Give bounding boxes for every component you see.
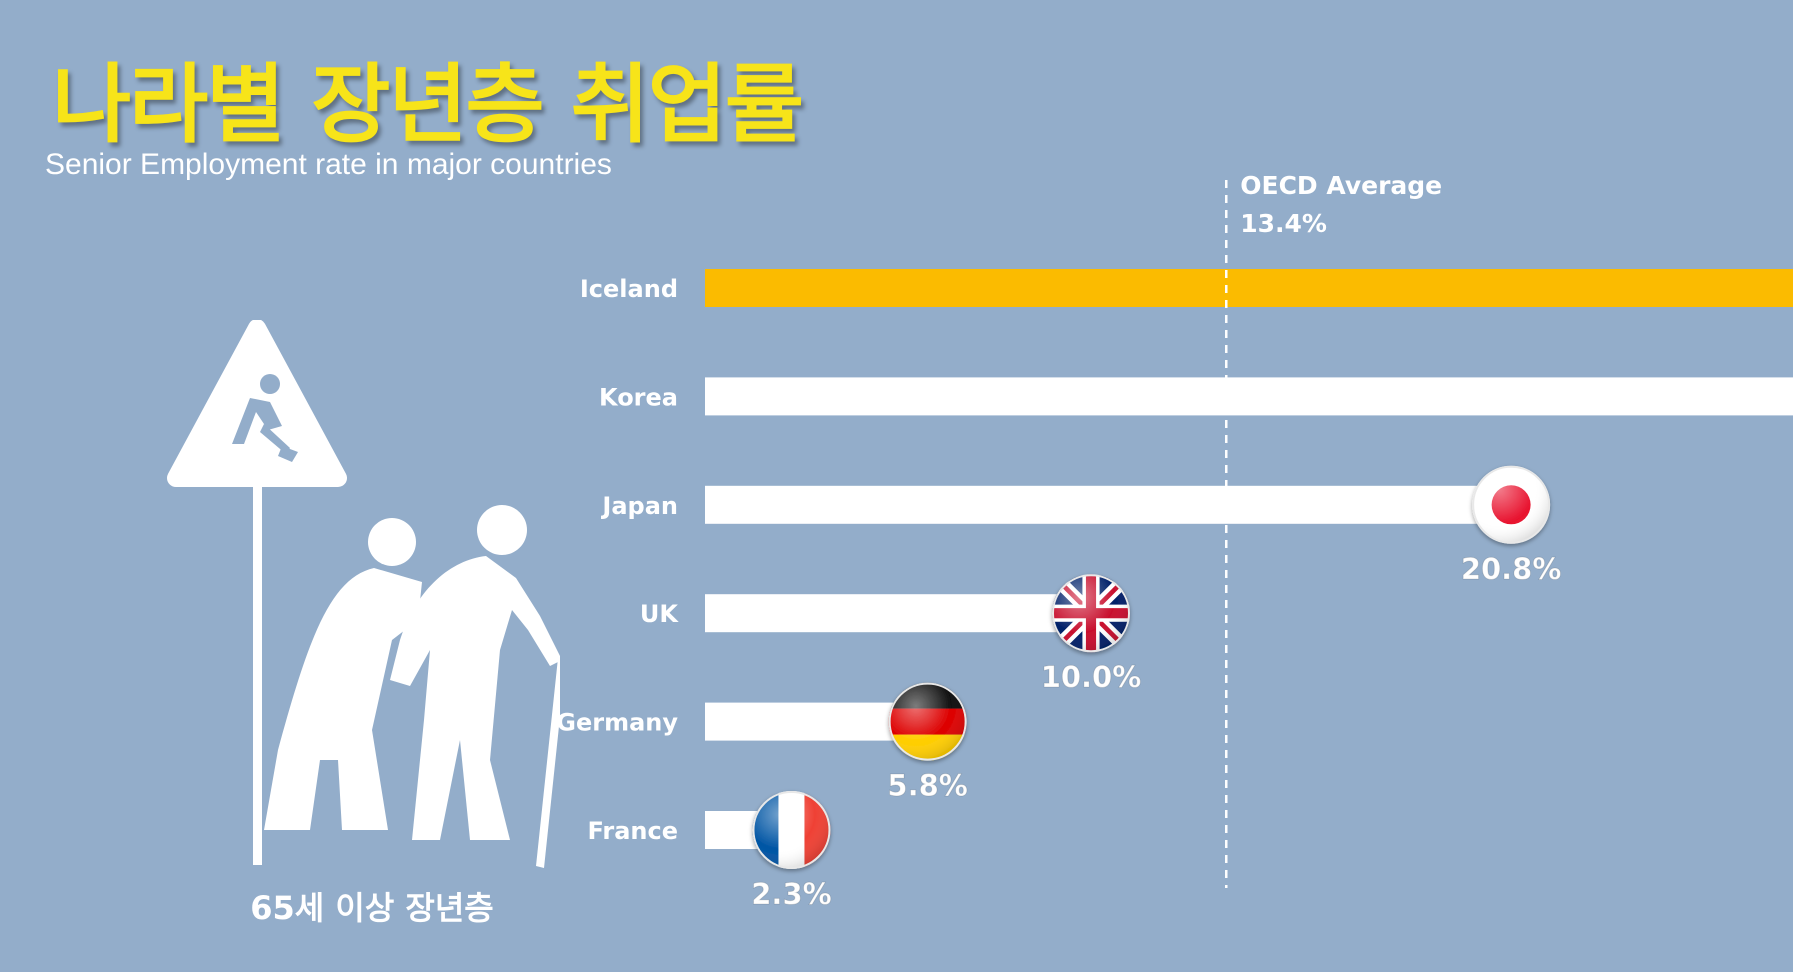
oecd-average-label: OECD Average — [1240, 171, 1442, 200]
category-label-uk: UK — [640, 600, 679, 628]
bar-korea — [705, 377, 1793, 416]
elderly-couple-icon — [264, 505, 560, 868]
bar-iceland — [705, 269, 1793, 307]
france-flag-icon — [752, 791, 831, 869]
bar-japan — [705, 485, 1515, 524]
page-title: 나라별 장년층 취업률 — [52, 55, 804, 155]
bar-uk — [705, 594, 1094, 633]
value-label-japan: 20.8% — [1461, 552, 1562, 586]
uk-flag-icon — [1052, 574, 1130, 653]
germany-flag-icon — [888, 682, 967, 761]
value-label-uk: 10.0% — [1041, 660, 1142, 694]
category-label-iceland: Iceland — [580, 275, 678, 303]
value-label-france: 2.3% — [751, 877, 831, 911]
category-label-korea: Korea — [599, 383, 678, 411]
illustration — [167, 320, 560, 868]
category-label-japan: Japan — [600, 492, 678, 520]
japan-flag-icon — [1472, 465, 1551, 544]
oecd-average-value: 13.4% — [1240, 209, 1327, 238]
category-label-germany: Germany — [556, 709, 678, 737]
category-label-france: France — [588, 817, 678, 845]
illustration-caption: 65세 이상 장년층 — [250, 889, 494, 927]
page-subtitle: Senior Employment rate in major countrie… — [45, 148, 612, 181]
value-label-germany: 5.8% — [887, 769, 967, 803]
construction-sign-icon — [167, 320, 347, 865]
